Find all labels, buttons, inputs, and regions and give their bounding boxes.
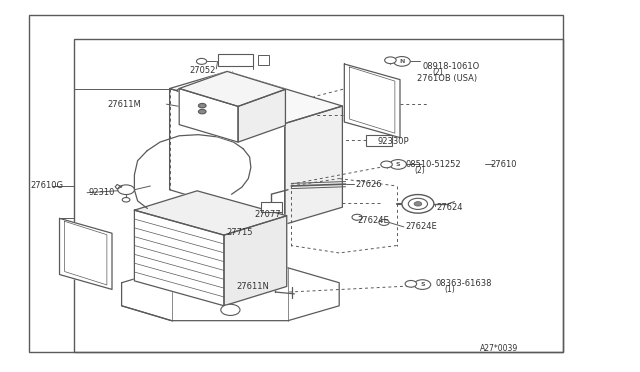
Text: 27611N: 27611N [237,282,269,291]
Text: 2761OB (USA): 2761OB (USA) [417,74,477,83]
Circle shape [394,57,410,66]
Polygon shape [134,191,287,235]
Text: 27610G: 27610G [31,182,64,190]
Circle shape [352,214,362,220]
Circle shape [196,58,207,64]
Text: 27624E: 27624E [406,222,438,231]
Text: 92310: 92310 [88,188,115,197]
Text: 27611M: 27611M [108,100,141,109]
Text: 08363-61638: 08363-61638 [435,279,492,288]
Circle shape [414,202,422,206]
Text: 27626: 27626 [356,180,383,189]
Text: 92330P: 92330P [378,137,409,146]
Text: S: S [396,162,401,167]
Polygon shape [344,64,400,138]
Polygon shape [170,89,285,224]
Text: 27624E: 27624E [358,216,390,225]
Bar [366,135,392,146]
Polygon shape [60,218,112,289]
Polygon shape [170,71,342,124]
Circle shape [414,280,431,289]
Text: S: S [420,282,425,287]
Bar [74,39,563,352]
Circle shape [198,103,206,108]
Circle shape [221,304,240,315]
Bar [29,15,563,352]
Circle shape [122,198,130,202]
Circle shape [379,219,389,225]
Text: (1): (1) [444,285,455,294]
Text: 27610: 27610 [490,160,516,169]
Polygon shape [179,71,285,106]
Circle shape [118,185,134,195]
Polygon shape [122,268,339,321]
Bar [261,202,282,212]
Circle shape [408,198,428,209]
Polygon shape [134,210,224,306]
Text: 27624: 27624 [436,203,463,212]
Text: N: N [399,59,404,64]
Polygon shape [224,216,287,306]
Text: (2): (2) [414,166,425,175]
Polygon shape [238,89,285,142]
Text: (2): (2) [433,68,444,77]
Circle shape [405,280,417,287]
Text: 08918-1061O: 08918-1061O [422,62,479,71]
Circle shape [390,160,406,169]
Circle shape [381,161,392,168]
Polygon shape [285,106,342,224]
Text: A27*0039: A27*0039 [480,344,518,353]
Text: 08510-51252: 08510-51252 [406,160,461,169]
Bar [258,55,269,65]
Text: 27052: 27052 [189,66,216,75]
Text: 27715: 27715 [227,228,253,237]
Circle shape [385,57,396,64]
Circle shape [198,109,206,114]
Polygon shape [179,89,238,142]
Circle shape [402,195,434,213]
Text: 27077: 27077 [255,210,282,219]
Bar [218,54,253,66]
